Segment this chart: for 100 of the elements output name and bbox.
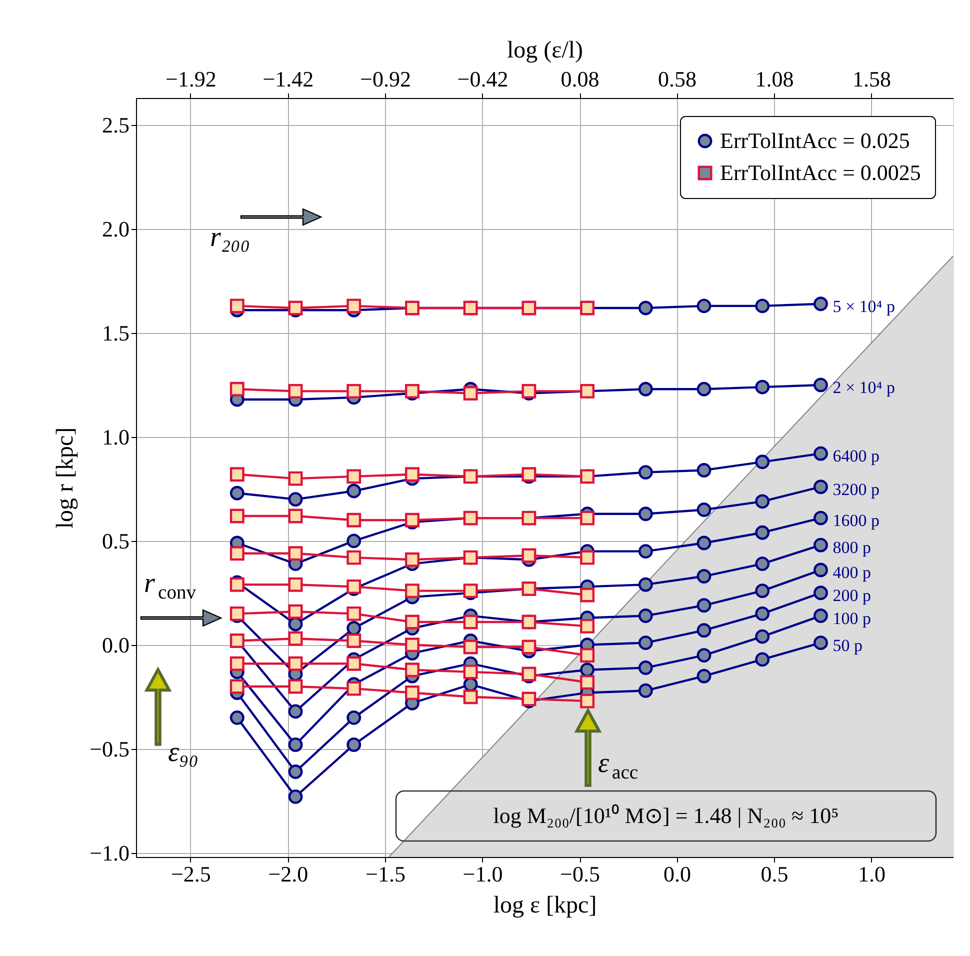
point: [230, 606, 244, 621]
point: [230, 679, 244, 694]
x-tick-label: −1.0: [462, 862, 503, 886]
point: [346, 469, 362, 484]
point: [405, 467, 420, 482]
point: [580, 648, 595, 663]
point: [755, 556, 770, 572]
point: [230, 467, 244, 482]
point: [814, 608, 828, 623]
point: [814, 586, 828, 600]
point: [638, 465, 653, 480]
point: [346, 606, 362, 621]
annotation: r₂₀₀: [210, 222, 250, 253]
point: [230, 546, 244, 561]
point: [346, 484, 362, 498]
point: [288, 384, 303, 398]
point: [755, 525, 770, 540]
point: [405, 614, 420, 630]
point: [814, 538, 828, 552]
point: [288, 471, 303, 486]
point: [346, 634, 362, 648]
point: [580, 675, 595, 690]
point: [288, 679, 303, 694]
y-tick-label: 1.5: [102, 320, 130, 346]
point: [814, 562, 828, 578]
point: [463, 386, 478, 401]
point: [814, 446, 828, 461]
point: [288, 704, 303, 719]
y-tick-label: 0.5: [102, 528, 130, 554]
point: [346, 681, 362, 696]
x-tick-label: −2.5: [171, 862, 211, 886]
point: [405, 384, 420, 398]
point: [288, 616, 303, 632]
point: [580, 588, 595, 602]
annotation: 1600 p: [832, 511, 880, 530]
point: [288, 656, 303, 671]
point: [580, 618, 595, 634]
point: [288, 631, 303, 646]
point: [814, 636, 828, 650]
point: [638, 382, 653, 396]
point: [346, 738, 362, 752]
point: [696, 598, 712, 613]
point: [346, 384, 362, 398]
point: [230, 508, 244, 524]
point: [346, 298, 362, 314]
x2-tick-label: −1.92: [166, 66, 216, 92]
point: [230, 298, 244, 314]
point: [638, 636, 653, 650]
annotation: 6400 p: [832, 446, 880, 466]
point: [346, 579, 362, 594]
x2-tick-label: 0.58: [658, 66, 697, 92]
point: [814, 510, 828, 526]
x2-tick-label: 0.08: [560, 66, 600, 92]
point: [755, 298, 770, 314]
point: [580, 662, 595, 678]
y-tick-label: −1.0: [90, 840, 130, 866]
x-tick-label: −2.0: [268, 862, 308, 886]
point: [755, 629, 770, 644]
point: [522, 384, 536, 398]
y-tick-label: 1.0: [102, 424, 130, 450]
point: [288, 738, 303, 752]
point: [696, 382, 712, 396]
point: [638, 506, 653, 522]
annotation: ε₉₀: [168, 737, 199, 768]
point: [405, 686, 420, 700]
legend-label: ErrTolIntAcc = 0.025: [720, 128, 910, 153]
x2-tick-label: 1.58: [852, 66, 892, 92]
x2-axis-title: log (ε/l): [506, 38, 584, 64]
point: [288, 577, 303, 592]
point: [755, 494, 770, 509]
point: [638, 577, 653, 592]
point: [346, 550, 362, 565]
annotation: 100 p: [832, 608, 871, 628]
point: [346, 512, 362, 528]
point: [638, 683, 653, 698]
point: [696, 502, 712, 517]
point: [463, 640, 478, 654]
x2-tick-label: −0.92: [360, 66, 411, 92]
point: [638, 608, 653, 623]
point: [230, 382, 244, 396]
point: [463, 664, 478, 680]
point: [696, 668, 712, 684]
annotation: log M₂₀₀/[10¹⁰ M⊙] = 1.48 | N₂₀₀ ≈ 10⁵: [493, 803, 839, 828]
x2-tick-label: −1.42: [262, 66, 314, 92]
annotation: 5 × 10⁴ p: [832, 296, 895, 316]
point: [230, 710, 244, 725]
point: [522, 548, 536, 563]
point: [346, 534, 362, 548]
point: [755, 454, 770, 470]
point: [463, 690, 478, 704]
x-tick-label: −0.5: [560, 862, 600, 886]
point: [814, 480, 828, 494]
y-tick-label: −0.5: [90, 736, 130, 762]
point: [405, 638, 420, 652]
y-tick-label: 0.0: [102, 632, 130, 658]
point: [696, 536, 712, 550]
point: [288, 492, 303, 507]
point: [638, 300, 653, 316]
point: [288, 764, 303, 779]
point: [638, 544, 653, 559]
